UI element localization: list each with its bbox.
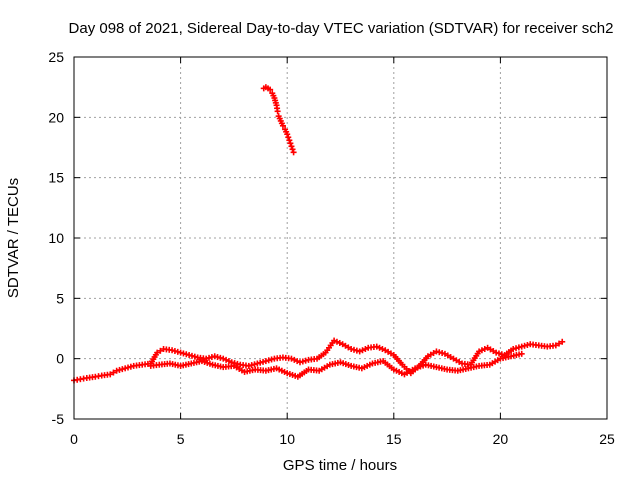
data-point-sch2-main xyxy=(211,353,218,360)
data-point-sch2-main xyxy=(254,360,261,367)
y-tick-label: 25 xyxy=(48,49,64,65)
data-point-sch2-main xyxy=(351,346,358,353)
x-axis-label: GPS time / hours xyxy=(283,457,397,474)
data-point-sch2-main xyxy=(433,348,440,355)
data-point-sch2-main xyxy=(251,361,258,368)
data-point-sch2-main xyxy=(260,358,267,365)
y-tick-label: 0 xyxy=(56,351,64,367)
y-tick-label: 20 xyxy=(48,109,64,125)
data-point-sch2-upper-arc xyxy=(284,131,291,138)
data-point-sch2-main xyxy=(348,346,355,353)
data-point-sch2-main xyxy=(248,362,255,369)
axis-ticks xyxy=(73,56,608,420)
data-point-sch2-main xyxy=(206,354,213,361)
y-axis-label: SDTVAR / TECUs xyxy=(5,178,22,298)
data-point-sch2-main xyxy=(245,362,252,369)
data-point-sch2-main xyxy=(257,359,264,366)
data-point-sch2-main xyxy=(113,367,120,374)
data-point-sch2-main xyxy=(174,348,181,355)
data-point-sch2-main xyxy=(234,360,241,367)
x-tick-label: 15 xyxy=(386,431,402,447)
data-point-sch2-main xyxy=(171,348,178,355)
data-point-sch2-main xyxy=(353,347,360,354)
data-point-sch2-lower xyxy=(518,350,525,357)
tick-labels: 0 5 10 15 20 25 -5 0 5 10 15 20 25 xyxy=(48,49,615,447)
data-point-sch2-main xyxy=(510,346,517,353)
data-point-sch2-main xyxy=(518,343,525,350)
data-point-sch2-main xyxy=(217,354,224,361)
data-point-sch2-main xyxy=(495,350,502,357)
x-tick-label: 10 xyxy=(279,431,295,447)
x-tick-label: 20 xyxy=(493,431,509,447)
data-point-sch2-main xyxy=(191,353,198,360)
y-tick-label: -5 xyxy=(52,411,65,427)
data-point-sch2-main xyxy=(439,350,446,357)
y-tick-label: 5 xyxy=(56,290,64,306)
data-point-sch2-main xyxy=(119,366,126,373)
data-point-sch2-upper-arc xyxy=(285,134,292,141)
data-point-sch2-main xyxy=(110,369,117,376)
data-point-sch2-main xyxy=(180,350,187,357)
data-point-sch2-main xyxy=(299,358,306,365)
data-point-sch2-main xyxy=(169,347,176,354)
data-point-sch2-upper-arc xyxy=(287,140,294,147)
data-point-sch2-upper-arc xyxy=(279,122,286,129)
data-point-sch2-main xyxy=(262,358,269,365)
y-tick-label: 10 xyxy=(48,230,64,246)
data-point-sch2-main xyxy=(513,345,520,352)
data-point-sch2-main xyxy=(125,364,132,371)
chart-title: Day 098 of 2021, Sidereal Day-to-day VTE… xyxy=(69,20,614,37)
data-point-sch2-upper-arc xyxy=(274,108,281,115)
data-point-sch2-main xyxy=(556,340,563,347)
data-point-sch2-main xyxy=(268,356,275,363)
data-point-sch2-main xyxy=(127,363,134,370)
x-tick-label: 0 xyxy=(70,431,78,447)
data-point-sch2-main xyxy=(521,342,528,349)
data-point-sch2-main xyxy=(116,366,123,373)
x-tick-label: 5 xyxy=(177,431,185,447)
data-points xyxy=(71,84,566,384)
data-point-sch2-upper-arc xyxy=(289,146,296,153)
data-point-sch2-main xyxy=(177,349,184,356)
data-point-sch2-main xyxy=(183,351,190,358)
data-point-sch2-main xyxy=(157,347,164,354)
data-point-sch2-main xyxy=(107,371,114,378)
data-point-sch2-upper-arc xyxy=(286,137,293,144)
grid-lines xyxy=(74,57,607,419)
y-tick-label: 15 xyxy=(48,170,64,186)
data-point-sch2-upper-arc xyxy=(267,86,274,93)
data-point-sch2-main xyxy=(208,354,215,361)
data-point-sch2-main xyxy=(552,342,559,349)
data-point-sch2-main xyxy=(296,359,303,366)
data-point-sch2-main xyxy=(302,357,309,364)
data-point-sch2-main xyxy=(524,341,531,348)
data-point-sch2-upper-arc xyxy=(290,149,297,156)
data-point-sch2-main xyxy=(188,352,195,359)
data-point-sch2-main xyxy=(122,365,129,372)
data-point-sch2-main xyxy=(436,349,443,356)
data-point-sch2-upper-arc xyxy=(288,143,295,150)
data-point-sch2-main xyxy=(214,354,221,361)
data-point-sch2-main xyxy=(559,338,566,345)
data-point-sch2-main xyxy=(186,352,193,359)
data-point-sch2-main xyxy=(515,344,522,351)
data-point-sch2-main xyxy=(203,355,210,362)
x-tick-label: 25 xyxy=(599,431,615,447)
data-point-sch2-main xyxy=(154,349,161,356)
data-point-sch2-main xyxy=(493,349,500,356)
data-point-sch2-main xyxy=(265,357,272,364)
